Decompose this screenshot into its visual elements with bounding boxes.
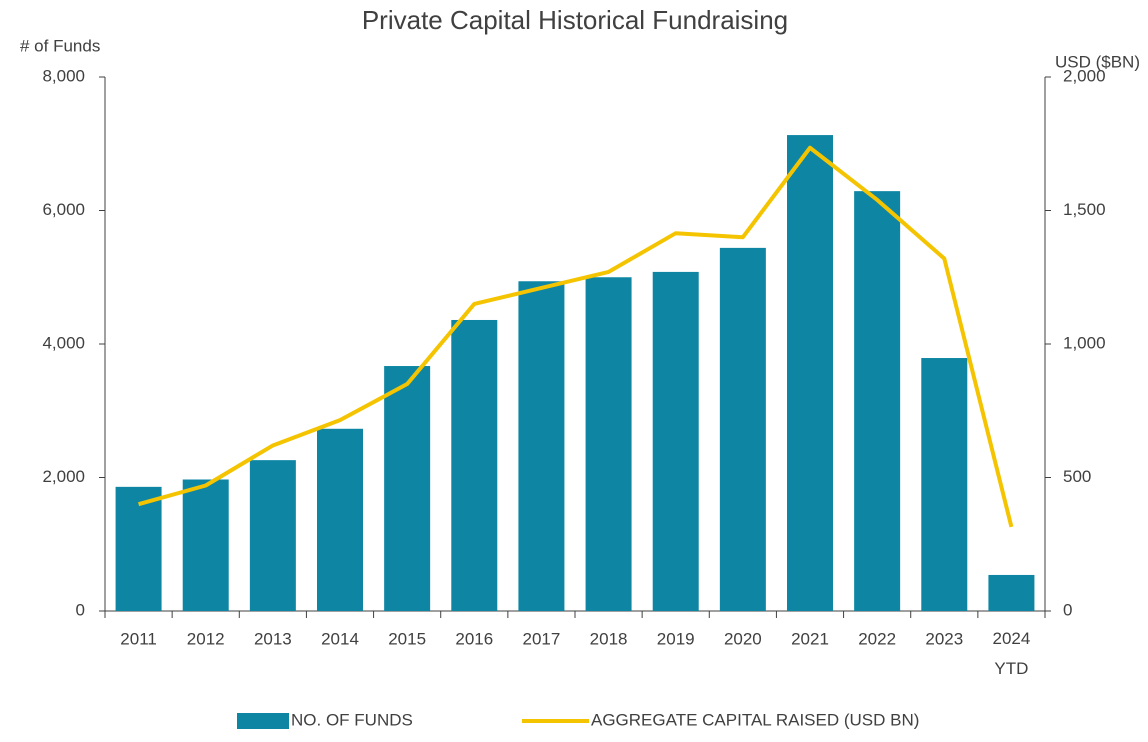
x-tick-label: 2015 (388, 629, 426, 648)
y2-tick-label: 500 (1063, 467, 1091, 486)
bar (719, 247, 766, 611)
bar (249, 460, 296, 611)
x-tick-label: 2011 (120, 629, 157, 648)
y2-tick-label: 1,500 (1063, 200, 1106, 219)
y-tick-label: 4,000 (42, 333, 85, 352)
chart-title: Private Capital Historical Fundraising (362, 5, 788, 35)
x-tick-label: 2022 (858, 629, 896, 648)
y-tick-label: 0 (76, 600, 85, 619)
y2-tick-label: 1,000 (1063, 333, 1106, 352)
bar (115, 486, 162, 611)
x-tick-label: 2023 (925, 629, 963, 648)
bar (921, 358, 968, 611)
y-tick-label: 8,000 (42, 66, 85, 85)
y-tick-label: 6,000 (42, 200, 85, 219)
x-tick-label: 2019 (657, 629, 695, 648)
bar (652, 271, 699, 611)
bar (182, 479, 229, 611)
x-tick-label: 2013 (254, 629, 292, 648)
bar (854, 191, 901, 611)
line (138, 145, 1014, 528)
x-tick-label: 2020 (724, 629, 762, 648)
x-tick-label: 2017 (523, 629, 561, 648)
x-tick-label: 2018 (590, 629, 628, 648)
legend-swatch (237, 713, 289, 729)
y2-axis-label: USD ($BN) (1055, 52, 1140, 71)
y-tick-label: 2,000 (42, 467, 85, 486)
x-tick-label: 2012 (187, 629, 225, 648)
bar (518, 281, 565, 611)
x-tick-label: 2014 (321, 629, 359, 648)
x-tick-label: 2021 (791, 629, 829, 648)
y2-tick-label: 2,000 (1063, 66, 1106, 85)
x-tick-label: 2016 (455, 629, 493, 648)
bar (585, 277, 632, 611)
y-axis-label: # of Funds (20, 36, 100, 55)
legend-label: AGGREGATE CAPITAL RAISED (USD BN) (591, 710, 919, 729)
x-tick-label: 2024 YTD (993, 629, 1031, 678)
bar (384, 366, 431, 611)
bar (317, 428, 363, 611)
bar (787, 135, 833, 611)
bar (451, 319, 498, 611)
bar (988, 574, 1035, 611)
y2-tick-label: 0 (1063, 600, 1072, 619)
legend-label: NO. OF FUNDS (291, 710, 413, 729)
